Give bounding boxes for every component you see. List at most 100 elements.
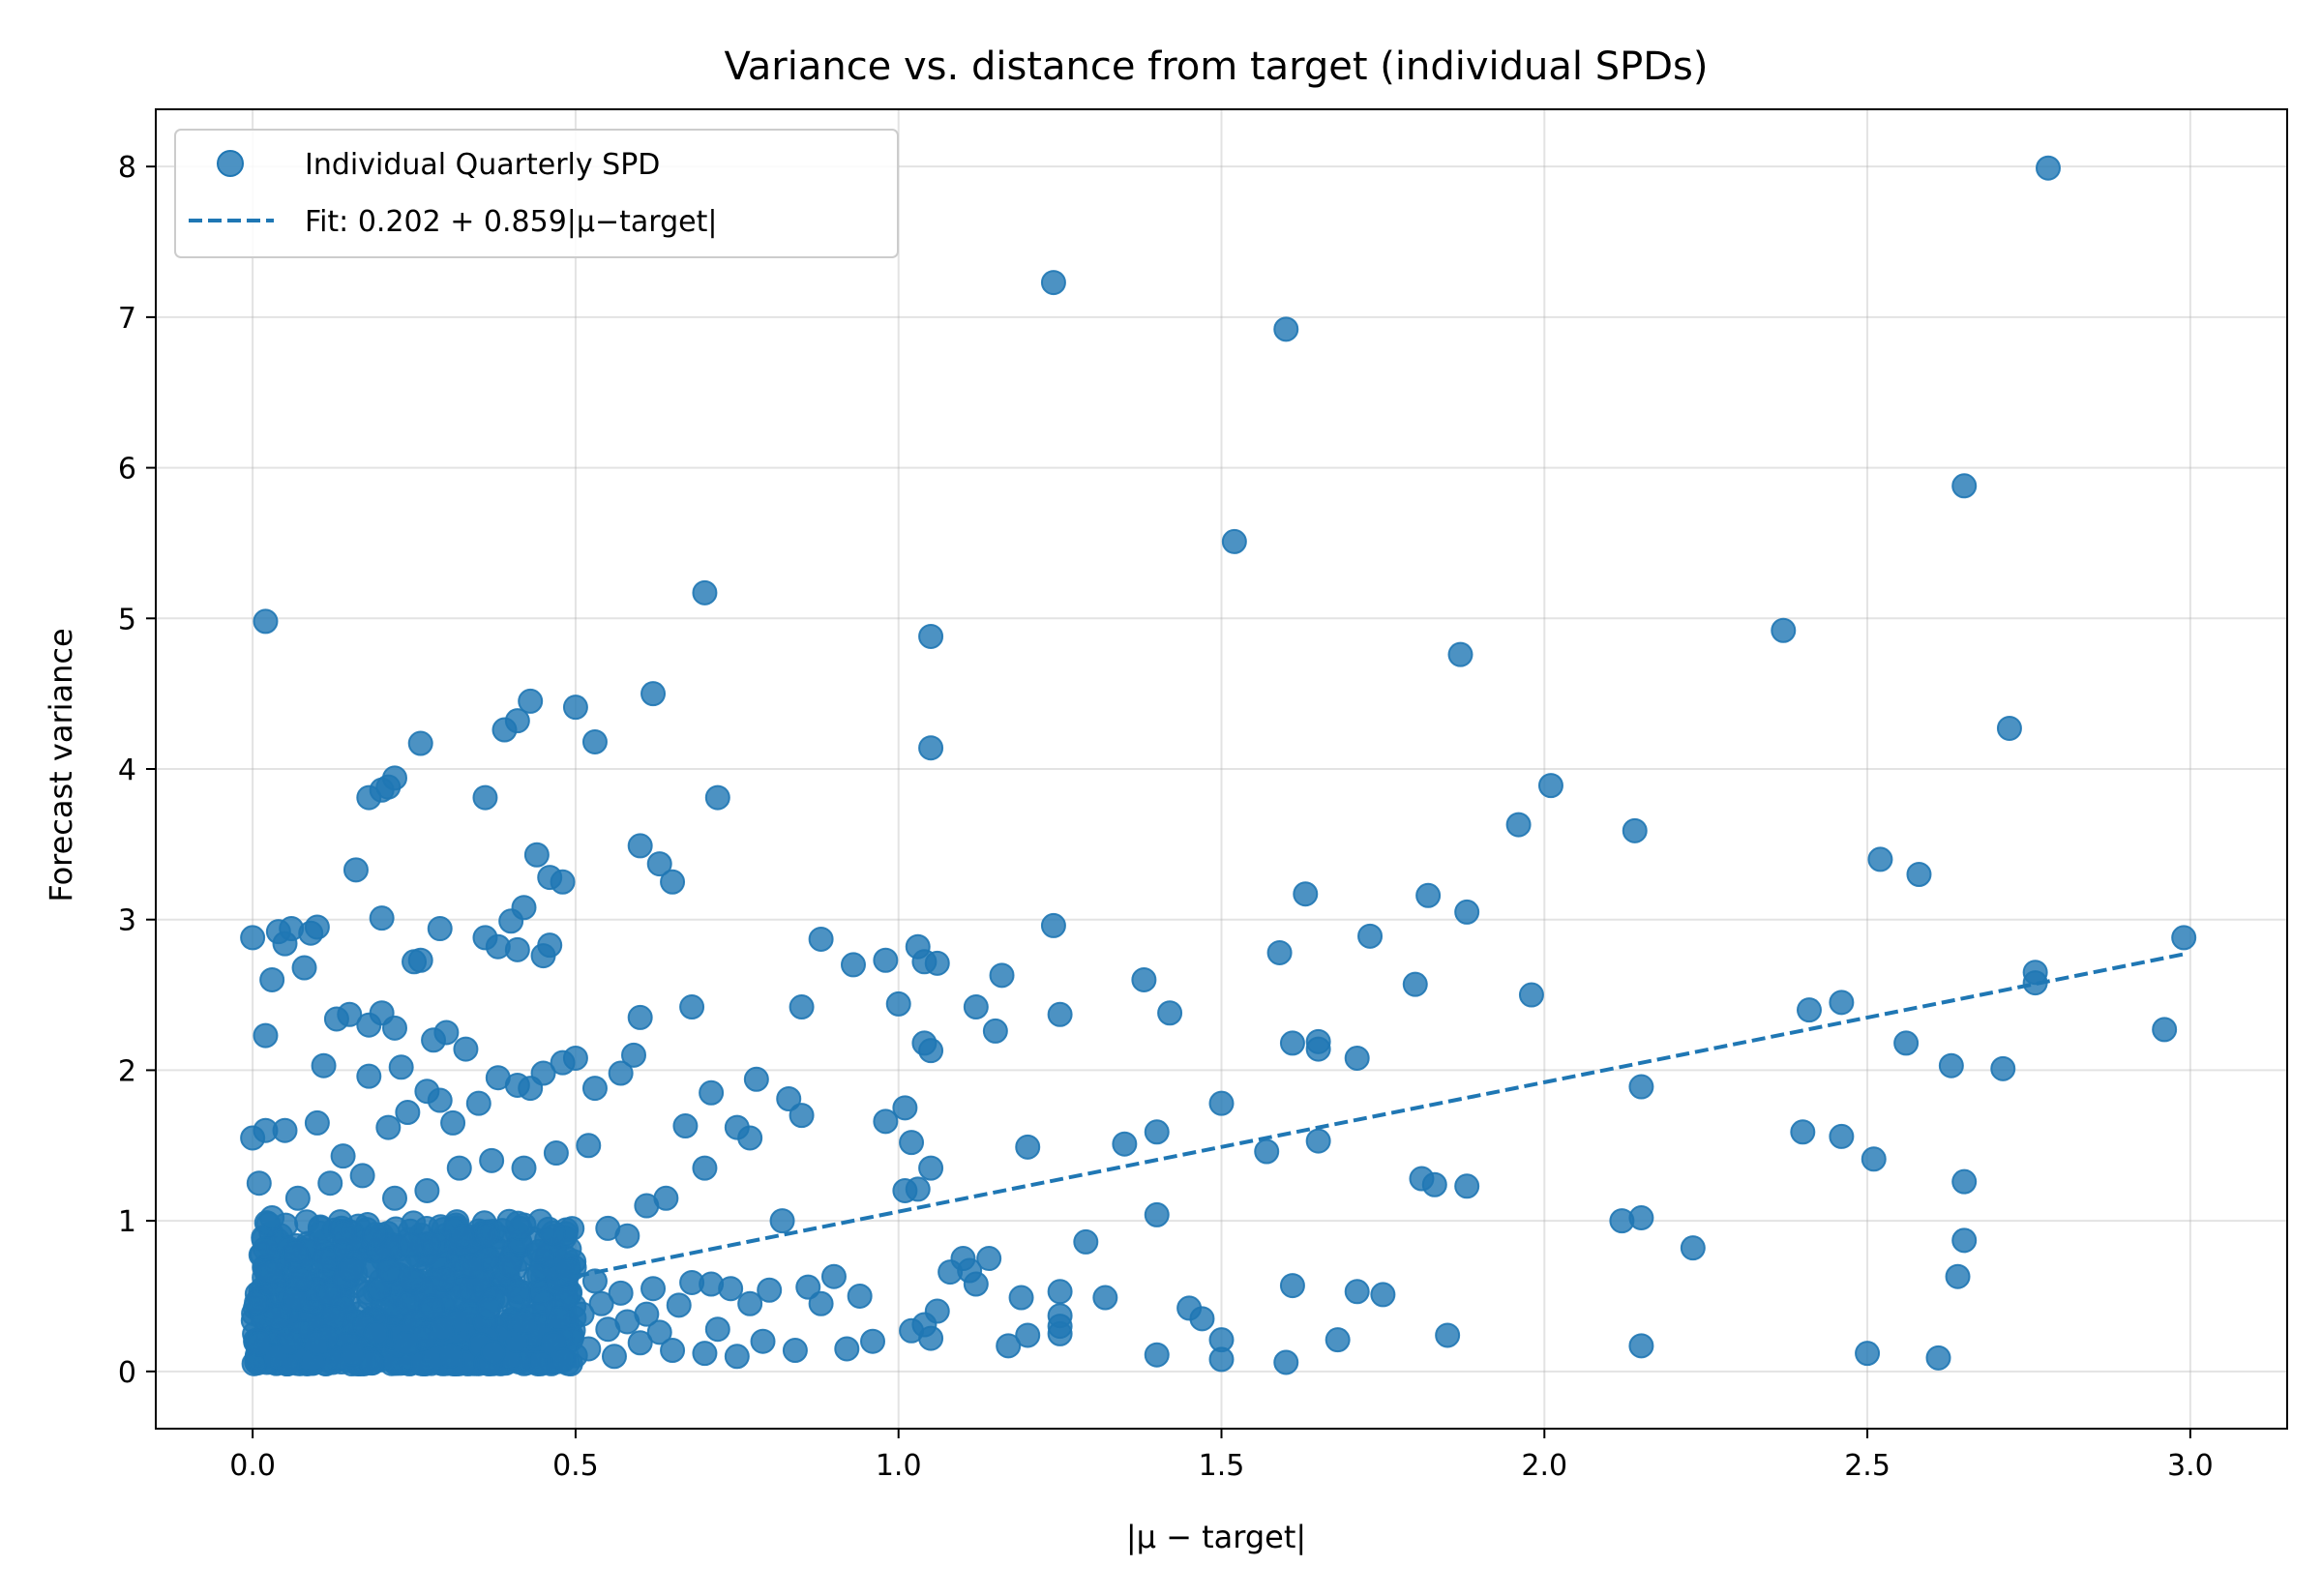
- data-point: [458, 1253, 484, 1279]
- chart-title: Variance vs. distance from target (indiv…: [725, 44, 1709, 89]
- data-point: [474, 1222, 500, 1248]
- data-point: [317, 1170, 343, 1197]
- data-point: [382, 765, 408, 791]
- data-point: [246, 1170, 272, 1197]
- data-point: [963, 994, 989, 1020]
- y-axis-ticks: 0 1 2 3 4 5 6 7 8: [118, 151, 156, 1390]
- data-point: [1266, 939, 1293, 965]
- data-point: [263, 1344, 289, 1370]
- data-point: [1073, 1228, 1099, 1255]
- data-point: [479, 1147, 505, 1173]
- data-point: [313, 1247, 339, 1273]
- data-point: [646, 851, 672, 877]
- data-point: [737, 1125, 763, 1151]
- data-point: [382, 1185, 408, 1211]
- data-point: [1008, 1285, 1034, 1311]
- data-point: [496, 1252, 522, 1278]
- data-point: [525, 1238, 551, 1264]
- data-point: [789, 994, 815, 1020]
- data-point: [918, 735, 944, 761]
- data-point: [1273, 1349, 1299, 1375]
- data-point: [924, 950, 950, 976]
- data-point: [595, 1316, 621, 1343]
- data-point: [847, 1283, 873, 1309]
- data-point: [356, 1063, 382, 1089]
- data-point: [808, 926, 834, 952]
- data-point: [430, 1315, 456, 1342]
- data-point: [1040, 270, 1066, 296]
- data-point: [259, 966, 285, 992]
- data-point: [892, 1095, 918, 1121]
- data-point: [581, 1076, 608, 1102]
- data-point: [1344, 1279, 1370, 1305]
- data-point: [340, 1341, 366, 1367]
- data-point: [679, 1269, 705, 1295]
- y-tick-label: 2: [118, 1054, 136, 1088]
- data-point: [338, 1256, 364, 1283]
- data-point: [375, 1114, 402, 1140]
- data-point: [330, 1143, 356, 1169]
- data-point: [1144, 1342, 1170, 1368]
- x-tick-label: 2.5: [1844, 1449, 1890, 1483]
- data-point: [507, 1215, 533, 1241]
- data-point: [1325, 1327, 1351, 1353]
- data-point: [1867, 846, 1893, 872]
- data-point: [1609, 1208, 1635, 1234]
- data-point: [608, 1280, 634, 1306]
- data-point: [976, 1246, 1002, 1272]
- data-point: [1893, 1030, 1920, 1056]
- data-point: [1680, 1235, 1706, 1261]
- data-point: [284, 1185, 311, 1211]
- data-point: [414, 1079, 440, 1105]
- x-tick-label: 0.0: [229, 1449, 276, 1483]
- data-point: [414, 1177, 440, 1203]
- data-point: [1537, 773, 1563, 799]
- data-point: [1112, 1131, 1138, 1157]
- data-point: [1505, 812, 1532, 838]
- data-point: [899, 1130, 925, 1156]
- data-point: [1144, 1201, 1170, 1227]
- data-point: [1357, 923, 1384, 949]
- data-point: [1402, 971, 1428, 997]
- data-point: [873, 1108, 899, 1135]
- data-point: [363, 1320, 389, 1346]
- data-point: [576, 1133, 602, 1159]
- data-point: [550, 869, 576, 895]
- data-point: [1790, 1119, 1816, 1145]
- data-point: [743, 1066, 769, 1092]
- data-point: [1945, 1263, 1971, 1289]
- data-point: [427, 916, 453, 942]
- data-point: [1990, 1055, 2016, 1081]
- data-point: [433, 1020, 460, 1046]
- data-point: [398, 1232, 424, 1258]
- data-point: [820, 1263, 847, 1289]
- data-point: [440, 1109, 466, 1136]
- data-point: [2152, 1017, 2178, 1043]
- data-point: [240, 925, 266, 951]
- data-point: [294, 1209, 320, 1235]
- data-point: [873, 947, 899, 973]
- fit-line: [575, 952, 2185, 1279]
- data-point: [331, 1220, 357, 1246]
- data-point: [750, 1328, 776, 1354]
- data-point: [304, 1109, 330, 1136]
- data-point: [724, 1344, 750, 1370]
- data-point: [393, 1331, 419, 1357]
- data-point: [504, 708, 530, 734]
- y-tick-label: 1: [118, 1205, 136, 1239]
- data-point: [646, 1319, 672, 1345]
- data-point: [1938, 1052, 1964, 1079]
- data-point: [1279, 1273, 1305, 1299]
- data-point: [704, 784, 730, 811]
- x-tick-label: 2.0: [1521, 1449, 1567, 1483]
- data-point: [240, 1125, 266, 1151]
- data-point: [349, 1163, 375, 1189]
- data-point: [419, 1296, 445, 1322]
- data-point: [453, 1036, 479, 1062]
- data-point: [627, 1330, 653, 1356]
- data-point: [518, 688, 544, 714]
- data-point: [608, 1060, 634, 1086]
- data-point: [550, 1049, 576, 1076]
- data-point: [382, 1015, 408, 1041]
- data-point: [1415, 882, 1442, 908]
